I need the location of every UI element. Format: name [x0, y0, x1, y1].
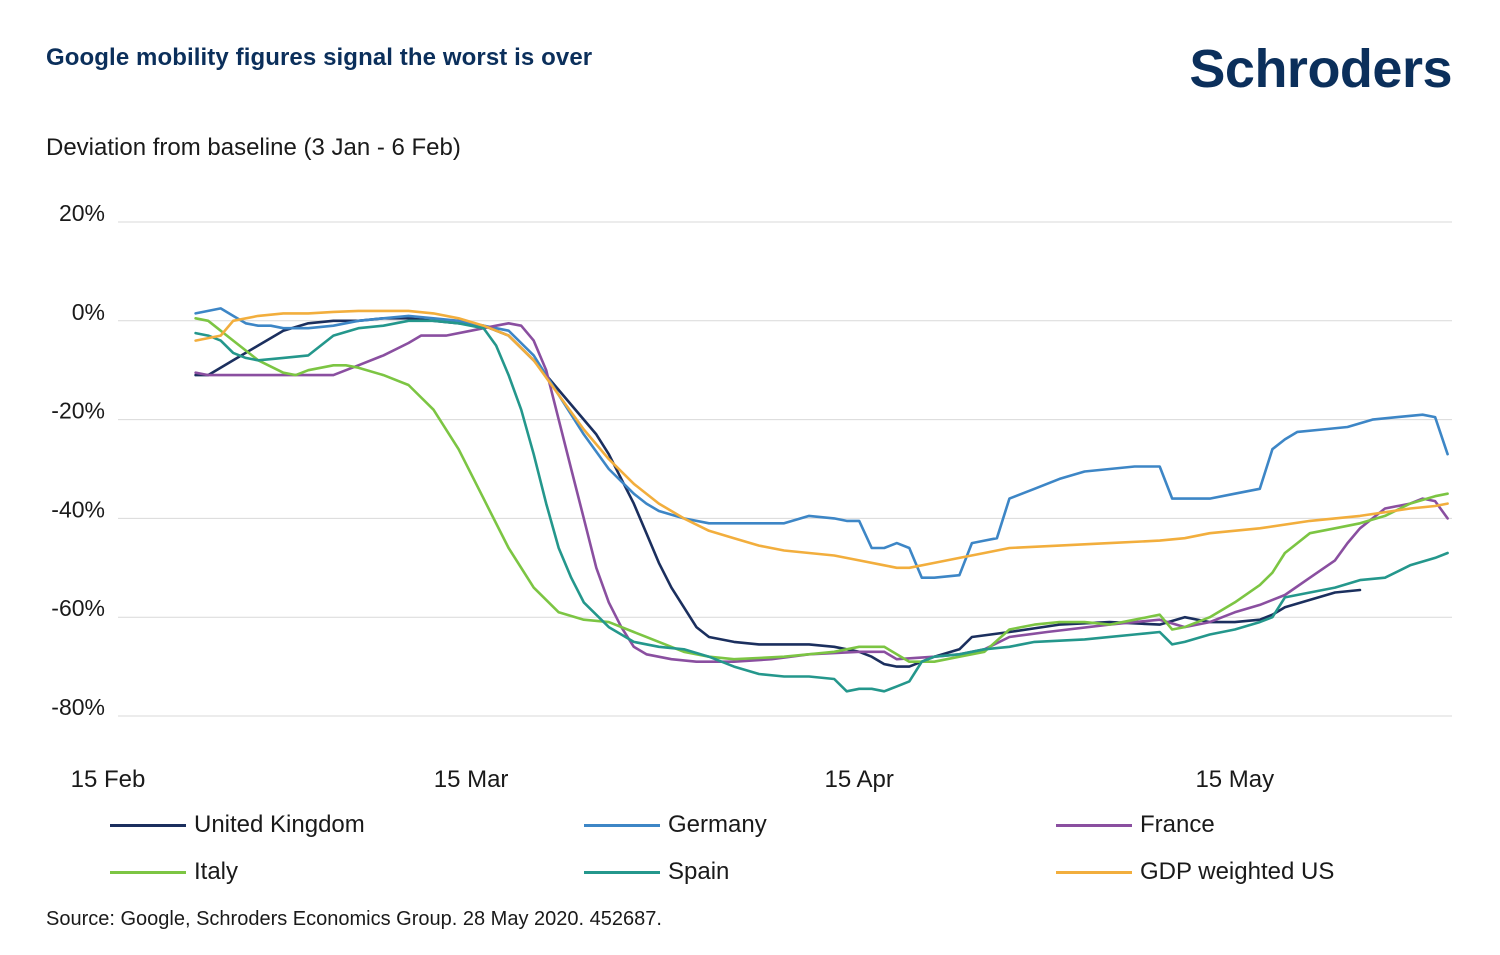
source-note: Source: Google, Schroders Economics Grou… [46, 908, 662, 930]
legend-label: Italy [194, 858, 239, 885]
legend-item: Spain [584, 855, 729, 889]
y-tick-label: 20% [59, 200, 105, 226]
legend-item: Italy [110, 855, 238, 889]
legend-label: Spain [668, 858, 730, 885]
x-tick-label: 15 Mar [434, 766, 509, 793]
series-line-gdp-weighted-us [194, 309, 1449, 570]
chart-title: Google mobility figures signal the worst… [46, 44, 593, 71]
series-line-france [194, 321, 1449, 664]
x-tick-label: 15 Apr [825, 766, 894, 793]
schroders-logo: Schroders [1189, 39, 1452, 99]
y-tick-label: -80% [51, 694, 105, 720]
legend-swatch [584, 870, 660, 874]
y-tick-label: -40% [51, 496, 105, 522]
y-tick-label: -60% [51, 595, 105, 621]
series-lines [194, 307, 1449, 693]
y-axis-ticks: 20% 0% -20% -40% -60% -80% [51, 200, 105, 720]
legend-swatch [110, 823, 186, 827]
series-line-italy [194, 316, 1449, 664]
legend-label: GDP weighted US [1140, 858, 1335, 885]
x-tick-label: 15 May [1195, 766, 1274, 793]
x-tick-label: 15 Feb [71, 766, 146, 793]
legend-swatch [1056, 870, 1132, 874]
x-axis-ticks: 15 Feb 15 Mar 15 Apr 15 May [71, 766, 1275, 793]
series-line-germany [194, 307, 1449, 580]
legend-swatch [584, 823, 660, 827]
legend-item: France [1056, 808, 1215, 842]
legend-item: United Kingdom [110, 808, 365, 842]
gridlines [118, 221, 1452, 717]
legend-label: France [1140, 811, 1215, 838]
series-line-spain [194, 319, 1449, 693]
y-tick-label: -20% [51, 398, 105, 424]
y-tick-label: 0% [72, 299, 105, 325]
legend-swatch [110, 870, 186, 874]
legend-swatch [1056, 823, 1132, 827]
y-axis-subtitle: Deviation from baseline (3 Jan - 6 Feb) [46, 134, 461, 161]
legend-item: GDP weighted US [1056, 855, 1334, 889]
legend-item: Germany [584, 808, 767, 842]
legend-label: Germany [668, 811, 767, 838]
legend-label: United Kingdom [194, 811, 365, 838]
